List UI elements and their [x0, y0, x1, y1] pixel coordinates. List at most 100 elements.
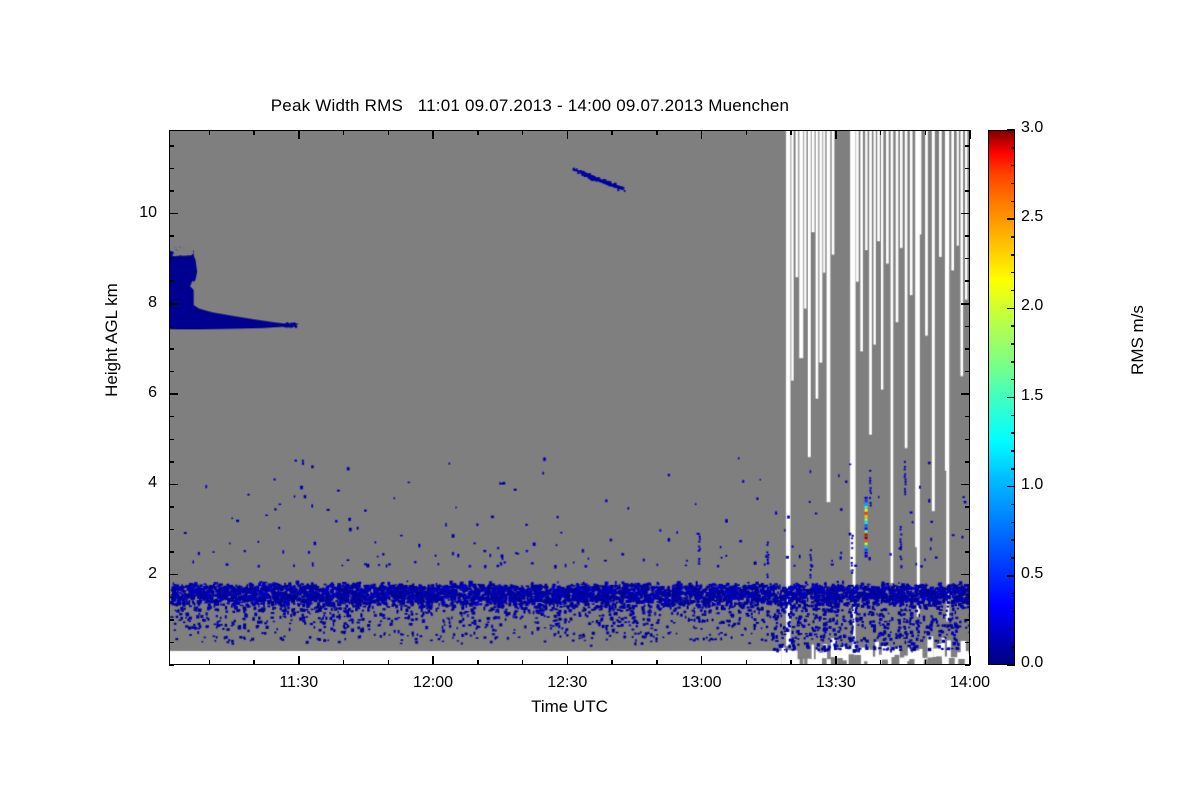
page-title: Peak Width RMS 11:01 09.07.2013 - 14:00 …	[270, 96, 790, 115]
x-tick-label: 13:30	[815, 674, 856, 691]
colorbar-tick-minor	[1011, 503, 1015, 506]
y-tick-label: 6	[148, 384, 157, 402]
colorbar-tick-minor	[1011, 236, 1015, 238]
y-tick-minor	[169, 348, 174, 350]
colorbar-tick-minor	[1011, 432, 1015, 434]
x-tick-major	[432, 130, 434, 139]
y-tick-minor	[169, 257, 174, 260]
y-tick-minor	[169, 664, 174, 666]
x-tick-major	[835, 130, 837, 139]
x-tick-label: 13:00	[681, 674, 722, 691]
y-tick-minor	[965, 619, 970, 621]
colorbar-tick-minor	[1011, 361, 1015, 363]
x-tick-minor	[790, 130, 792, 135]
y-tick-minor	[169, 641, 174, 644]
y-tick-major	[169, 483, 178, 486]
colorbar-tick-label: 1.0	[1021, 475, 1044, 493]
colorbar-tick-major	[1007, 218, 1015, 220]
colorbar-tick-minor	[1011, 343, 1015, 345]
colorbar-tick-minor	[1011, 557, 1015, 559]
colorbar-tick-minor	[1011, 468, 1015, 470]
y-tick-minor	[965, 145, 970, 147]
y-tick-minor	[169, 461, 174, 463]
colorbar-tick-label: 2.5	[1021, 208, 1044, 226]
x-tick-minor	[879, 660, 882, 665]
x-tick-major	[566, 130, 568, 139]
y-tick-minor	[965, 348, 970, 350]
x-tick-major	[298, 656, 300, 665]
y-tick-minor	[169, 619, 174, 621]
colorbar-tick-label: 1.5	[1021, 386, 1044, 404]
colorbar-tick-major	[1007, 575, 1015, 577]
x-tick-minor	[208, 660, 210, 665]
y-tick-label: 2	[148, 564, 157, 582]
x-tick-minor	[924, 130, 926, 135]
y-tick-minor	[965, 167, 970, 170]
x-tick-major	[835, 656, 837, 665]
colorbar-tick-minor	[1011, 147, 1015, 149]
y-tick-minor	[965, 551, 970, 553]
x-tick-label: 14:00	[949, 674, 991, 691]
y-tick-major	[169, 303, 178, 305]
colorbar-tick-major	[1007, 129, 1015, 131]
plot-area[interactable]	[169, 130, 970, 665]
y-tick-minor	[169, 370, 174, 373]
colorbar-tick-minor	[1011, 521, 1015, 524]
y-tick-minor	[169, 167, 174, 170]
colorbar-tick-major	[1007, 485, 1015, 488]
y-tick-major	[961, 212, 970, 215]
colorbar-tick-minor	[1011, 610, 1015, 613]
y-tick-major	[961, 573, 970, 576]
x-tick-minor	[342, 660, 345, 665]
x-tick-minor	[253, 130, 255, 135]
x-tick-major	[700, 130, 703, 139]
y-tick-minor	[965, 415, 970, 418]
x-tick-minor	[387, 130, 389, 135]
y-tick-minor	[965, 190, 970, 192]
x-tick-label: 12:00	[412, 674, 454, 691]
x-tick-major	[566, 656, 568, 665]
y-tick-major	[169, 573, 178, 576]
y-tick-minor	[169, 235, 174, 237]
colorbar-tick-major	[1007, 307, 1015, 310]
colorbar-tick-minor	[1011, 289, 1015, 292]
colorbar-tick-minor	[1011, 182, 1015, 185]
colorbar-tick-minor	[1011, 646, 1015, 648]
y-tick-major	[961, 393, 970, 395]
y-tick-major	[961, 483, 970, 486]
x-tick-minor	[656, 130, 658, 135]
colorbar-tick-minor	[1011, 164, 1015, 167]
y-tick-minor	[169, 506, 174, 508]
y-tick-minor	[169, 528, 174, 531]
y-axis-title: Height AGL km	[102, 283, 121, 397]
x-tick-minor	[611, 130, 613, 135]
colorbar-tick-minor	[1011, 378, 1015, 381]
y-tick-minor	[965, 596, 970, 599]
y-tick-minor	[169, 596, 174, 599]
x-tick-major	[298, 130, 300, 139]
x-tick-major	[700, 656, 703, 665]
x-tick-minor	[879, 130, 882, 135]
x-tick-minor	[387, 660, 389, 665]
colorbar-tick-minor	[1011, 325, 1015, 327]
x-tick-minor	[656, 660, 658, 665]
y-tick-minor	[169, 551, 174, 553]
colorbar-tick-minor	[1011, 592, 1015, 595]
x-tick-major	[432, 656, 434, 665]
colorbar-tick-label: 2.0	[1021, 297, 1044, 315]
x-tick-minor	[253, 660, 255, 665]
colorbar-tick-minor	[1011, 200, 1015, 203]
y-tick-minor	[965, 325, 970, 328]
heatmap-canvas[interactable]	[170, 131, 969, 664]
colorbar-tick-label: 3.0	[1021, 119, 1044, 136]
x-tick-minor	[477, 660, 479, 665]
x-tick-major	[969, 656, 971, 665]
y-tick-minor	[169, 280, 174, 282]
y-tick-minor	[965, 257, 970, 260]
x-tick-minor	[208, 130, 210, 135]
y-tick-minor	[965, 641, 970, 644]
x-tick-major	[969, 130, 971, 139]
y-tick-minor	[965, 528, 970, 531]
x-tick-label: 11:30	[279, 674, 319, 691]
